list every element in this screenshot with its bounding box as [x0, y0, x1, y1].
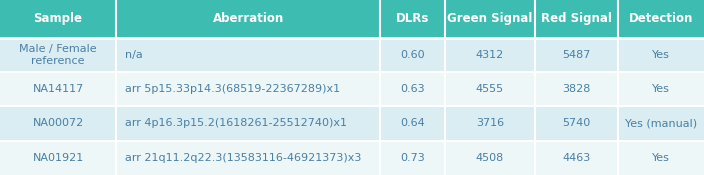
Text: 0.64: 0.64: [400, 118, 425, 128]
Text: 4555: 4555: [476, 84, 504, 94]
Text: Green Signal: Green Signal: [447, 12, 533, 25]
Text: 3716: 3716: [476, 118, 504, 128]
Text: arr 4p16.3p15.2(1618261-25512740)x1: arr 4p16.3p15.2(1618261-25512740)x1: [125, 118, 347, 128]
Text: 4463: 4463: [562, 153, 591, 163]
Bar: [0, 0, 704, 38]
Text: Aberration: Aberration: [213, 12, 284, 25]
Text: Male / Female
reference: Male / Female reference: [19, 44, 97, 66]
Text: Yes: Yes: [652, 84, 670, 94]
Text: 0.60: 0.60: [401, 50, 425, 60]
Bar: [0, 141, 704, 175]
Text: NA00072: NA00072: [32, 118, 84, 128]
Text: 4312: 4312: [476, 50, 504, 60]
Text: n/a: n/a: [125, 50, 143, 60]
Text: Yes (manual): Yes (manual): [625, 118, 697, 128]
Text: arr 5p15.33p14.3(68519-22367289)x1: arr 5p15.33p14.3(68519-22367289)x1: [125, 84, 341, 94]
Text: NA14117: NA14117: [32, 84, 84, 94]
Bar: [0, 72, 704, 106]
Text: Detection: Detection: [629, 12, 693, 25]
Text: 0.63: 0.63: [401, 84, 425, 94]
Text: 3828: 3828: [562, 84, 591, 94]
Bar: [0, 106, 704, 141]
Text: DLRs: DLRs: [396, 12, 429, 25]
Text: 0.73: 0.73: [400, 153, 425, 163]
Text: 5487: 5487: [562, 50, 591, 60]
Text: 5740: 5740: [562, 118, 591, 128]
Text: Sample: Sample: [34, 12, 82, 25]
Text: arr 21q11.2q22.3(13583116-46921373)x3: arr 21q11.2q22.3(13583116-46921373)x3: [125, 153, 362, 163]
Text: Yes: Yes: [652, 153, 670, 163]
Text: Red Signal: Red Signal: [541, 12, 612, 25]
Text: NA01921: NA01921: [32, 153, 84, 163]
Text: 4508: 4508: [476, 153, 504, 163]
Bar: [0, 38, 704, 72]
Text: Yes: Yes: [652, 50, 670, 60]
